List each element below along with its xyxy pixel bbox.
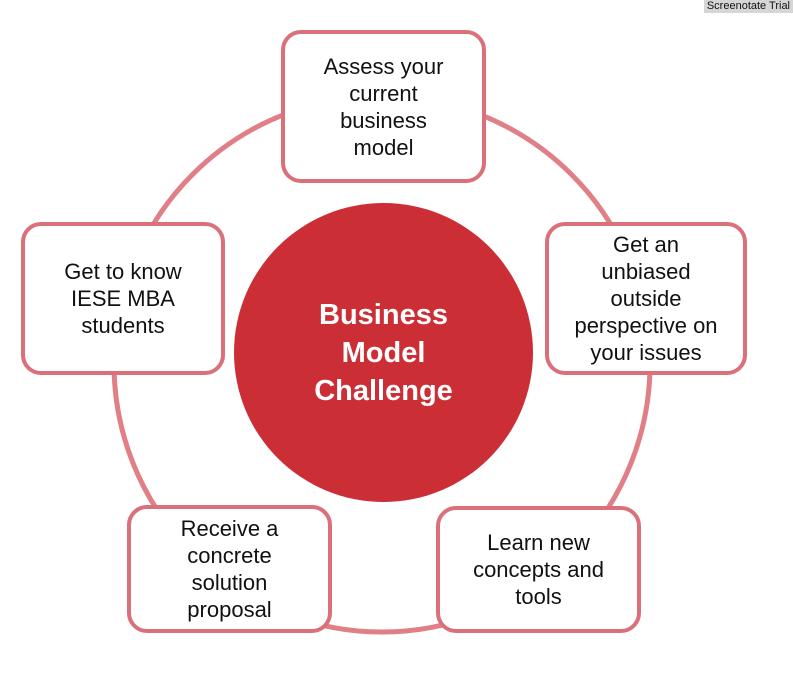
- step-outside-perspective: Get an unbiased outside perspective on y…: [545, 222, 747, 375]
- step-assess-business-model: Assess your current business model: [281, 30, 486, 183]
- step-solution-proposal: Receive a concrete solution proposal: [127, 505, 332, 633]
- central-circle-title: Business Model Challenge: [234, 203, 533, 502]
- step-meet-students: Get to know IESE MBA students: [21, 222, 225, 375]
- watermark-label: Screenotate Trial: [703, 0, 793, 13]
- step-learn-concepts-tools: Learn new concepts and tools: [436, 506, 641, 633]
